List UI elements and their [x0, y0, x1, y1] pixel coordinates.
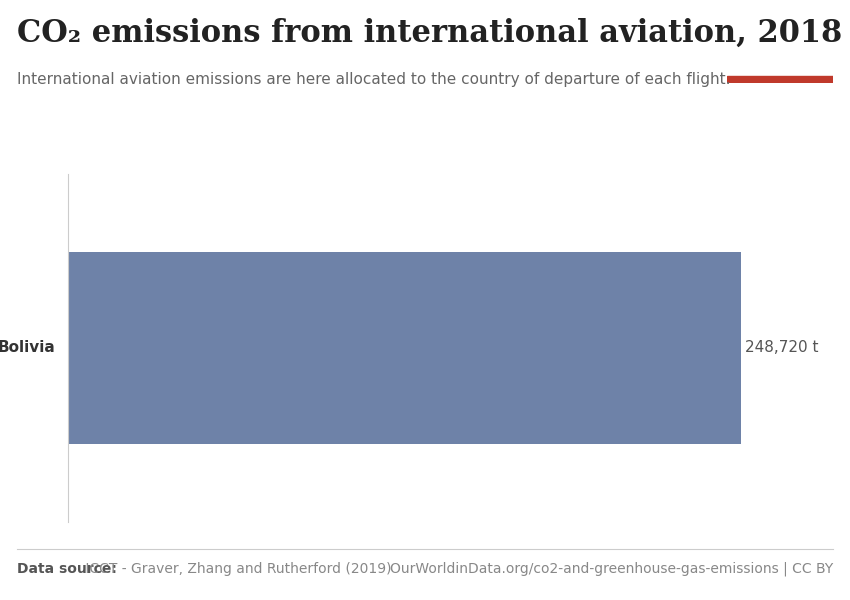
Text: Data source:: Data source:	[17, 562, 116, 576]
Text: in Data: in Data	[755, 53, 805, 67]
Text: ICCT - Graver, Zhang and Rutherford (2019): ICCT - Graver, Zhang and Rutherford (201…	[81, 562, 391, 576]
Text: 248,720 t: 248,720 t	[745, 340, 819, 355]
Text: Our World: Our World	[745, 28, 815, 41]
Text: International aviation emissions are here allocated to the country of departure : International aviation emissions are her…	[17, 72, 730, 87]
Text: Bolivia: Bolivia	[0, 340, 55, 355]
Bar	[68, 252, 741, 444]
Text: OurWorldinData.org/co2-and-greenhouse-gas-emissions | CC BY: OurWorldinData.org/co2-and-greenhouse-ga…	[390, 562, 833, 576]
Text: CO₂ emissions from international aviation, 2018: CO₂ emissions from international aviatio…	[17, 18, 842, 49]
Bar	[727, 76, 833, 83]
